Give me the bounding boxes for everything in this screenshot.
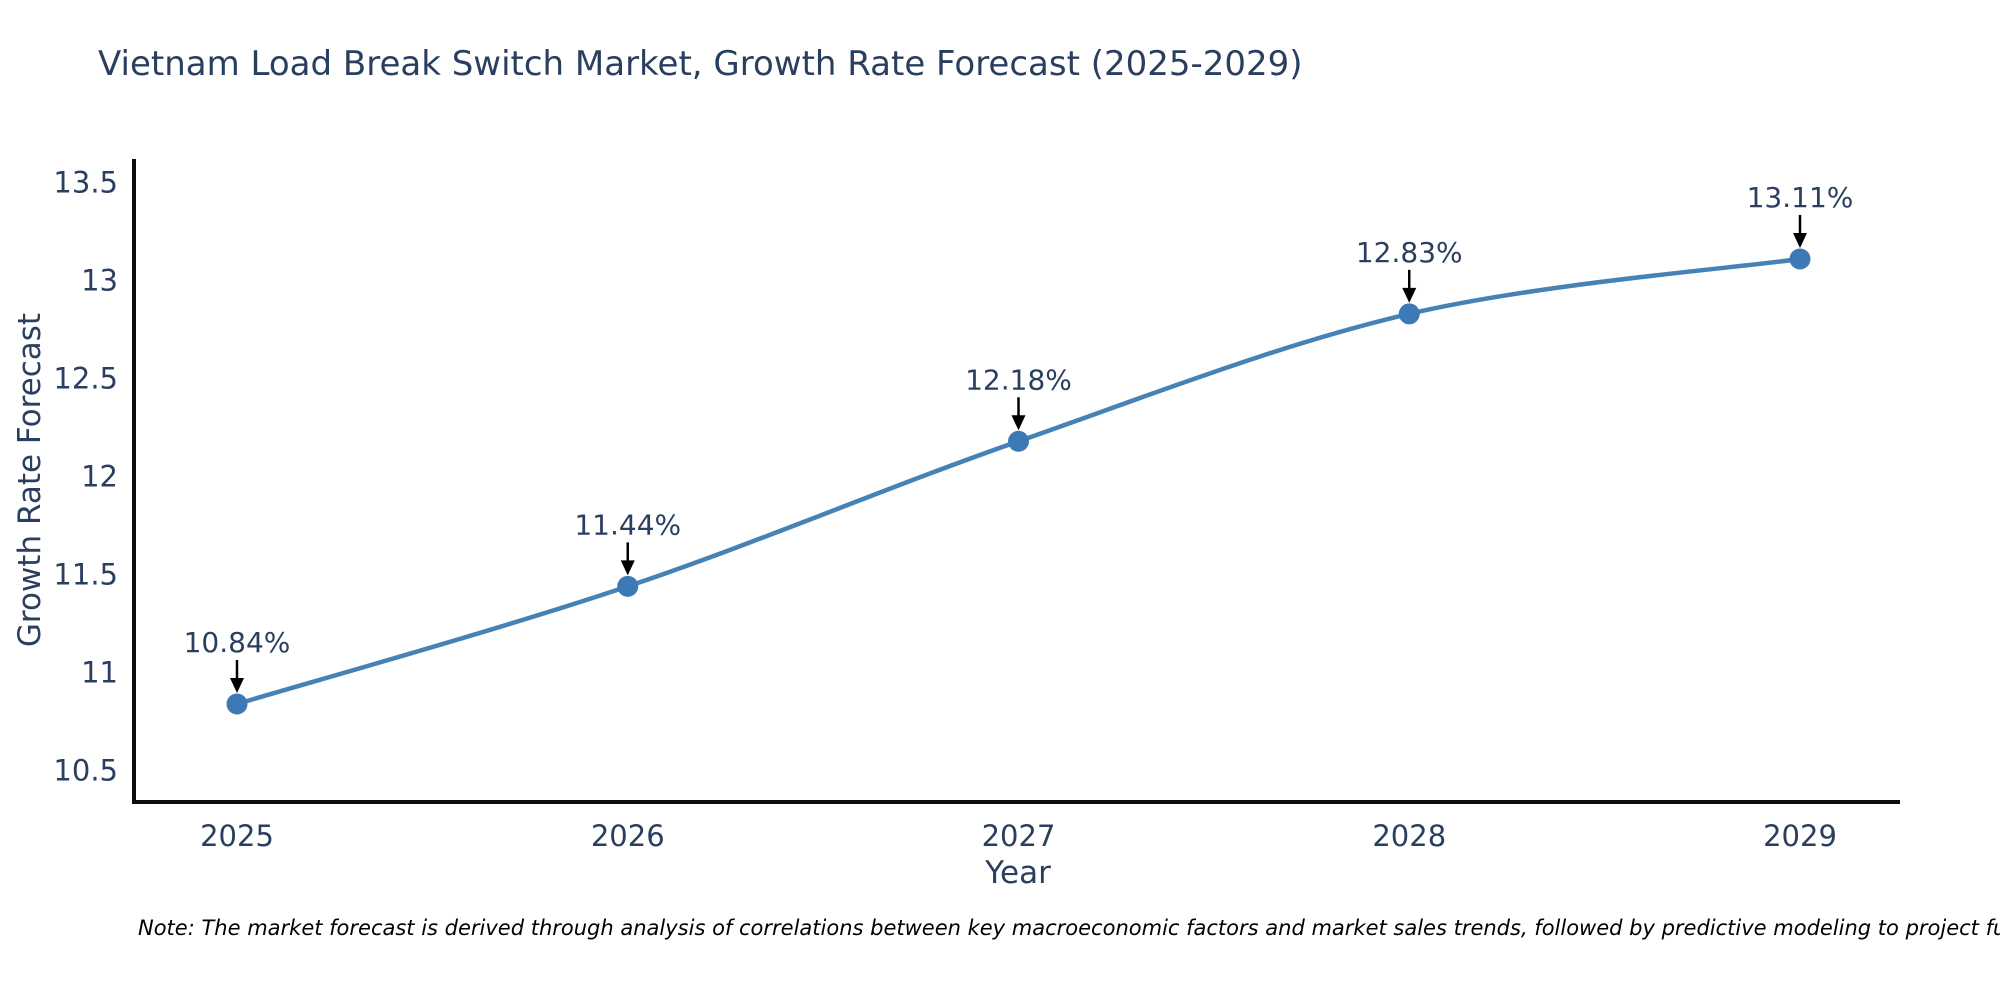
data-point-marker[interactable]	[1789, 248, 1811, 270]
data-point-marker[interactable]	[1398, 303, 1420, 325]
annotation-arrowhead	[620, 560, 635, 576]
x-tick-label: 2028	[1372, 819, 1446, 853]
annotation-arrowhead	[1402, 287, 1417, 303]
data-point-marker[interactable]	[617, 575, 639, 597]
data-point-label: 10.84%	[184, 626, 291, 659]
y-tick-label: 12	[81, 460, 118, 494]
x-tick-label: 2027	[982, 819, 1056, 853]
y-tick-label: 11.5	[53, 558, 118, 592]
chart-title: Vietnam Load Break Switch Market, Growth…	[98, 44, 1303, 84]
data-point-label: 11.44%	[574, 508, 681, 541]
y-tick-label: 13	[81, 264, 118, 298]
annotation-arrowhead	[1793, 232, 1807, 248]
x-axis-title: Year	[985, 855, 1051, 891]
data-point-label: 13.11%	[1747, 181, 1854, 214]
footnote: Note: The market forecast is derived thr…	[138, 916, 2000, 940]
data-point-marker[interactable]	[1008, 430, 1029, 452]
annotation-arrowhead	[230, 677, 244, 693]
x-tick-label: 2026	[591, 819, 665, 853]
data-point-marker[interactable]	[226, 693, 248, 715]
forecast-line	[236, 256, 1801, 707]
data-point-label: 12.18%	[965, 363, 1072, 396]
annotation-arrowhead	[1011, 415, 1026, 431]
y-tick-label: 12.5	[53, 362, 118, 396]
y-tick-label: 10.5	[53, 754, 118, 788]
y-axis-title: Growth Rate Forecast	[12, 312, 48, 648]
x-tick-label: 2025	[200, 819, 274, 853]
x-tick-label: 2029	[1763, 819, 1837, 853]
y-tick-label: 11	[81, 656, 118, 690]
y-tick-label: 13.5	[53, 166, 118, 200]
data-point-label: 12.83%	[1356, 236, 1463, 269]
